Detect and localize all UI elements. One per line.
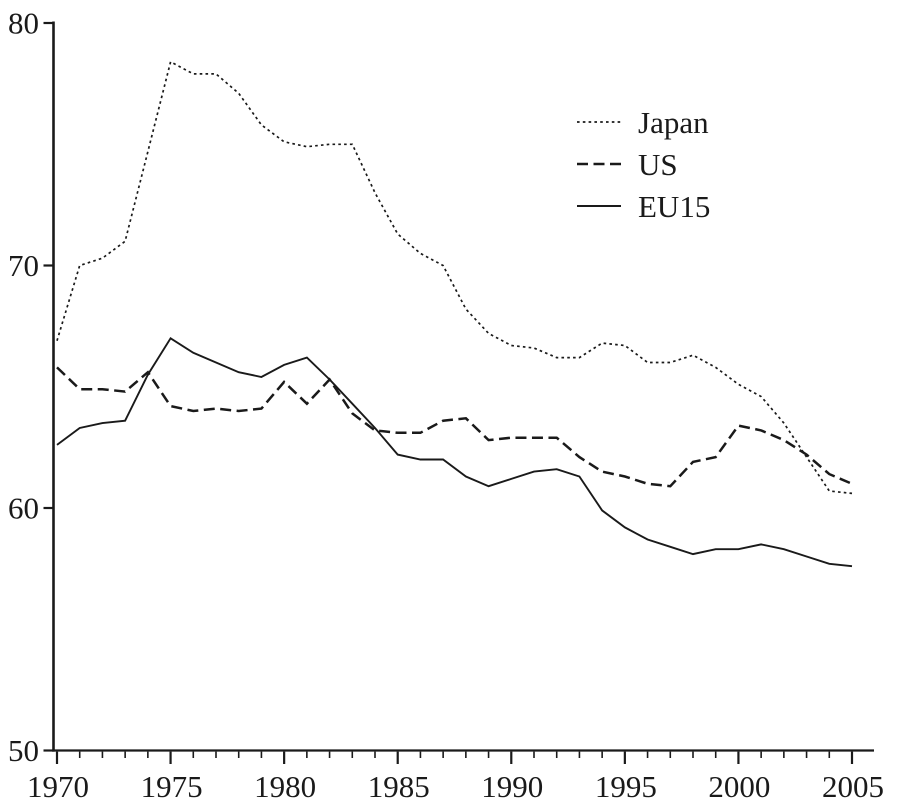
legend-label-eu15: EU15 bbox=[638, 188, 711, 224]
x-tick-label-1985: 1985 bbox=[368, 769, 430, 804]
x-tick-label-1980: 1980 bbox=[254, 769, 316, 804]
legend-sample-us bbox=[577, 162, 621, 166]
y-tick-label-60: 60 bbox=[8, 491, 39, 526]
x-tick-label-2005: 2005 bbox=[822, 769, 884, 804]
series-line-japan bbox=[56, 60, 853, 495]
legend-item-us: US bbox=[577, 143, 710, 185]
x-tick-label-2000: 2000 bbox=[708, 769, 770, 804]
legend-item-eu15: EU15 bbox=[577, 185, 710, 227]
x-tick-label-1995: 1995 bbox=[595, 769, 657, 804]
series-line-eu15 bbox=[56, 336, 853, 568]
x-tick-label-1975: 1975 bbox=[141, 769, 203, 804]
series-line-us bbox=[56, 366, 853, 488]
legend-label-us: US bbox=[638, 146, 678, 182]
x-tick-label-1970: 1970 bbox=[27, 769, 89, 804]
legend-label-japan: Japan bbox=[638, 104, 709, 140]
y-tick-label-80: 80 bbox=[8, 6, 39, 41]
x-tick-label-1990: 1990 bbox=[481, 769, 543, 804]
chart-legend: Japan US EU15 bbox=[577, 101, 710, 227]
y-tick-label-70: 70 bbox=[8, 248, 39, 283]
legend-item-japan: Japan bbox=[577, 101, 710, 143]
y-tick-label-50: 50 bbox=[8, 733, 39, 768]
legend-sample-eu15 bbox=[577, 205, 621, 207]
legend-sample-japan bbox=[577, 121, 621, 123]
